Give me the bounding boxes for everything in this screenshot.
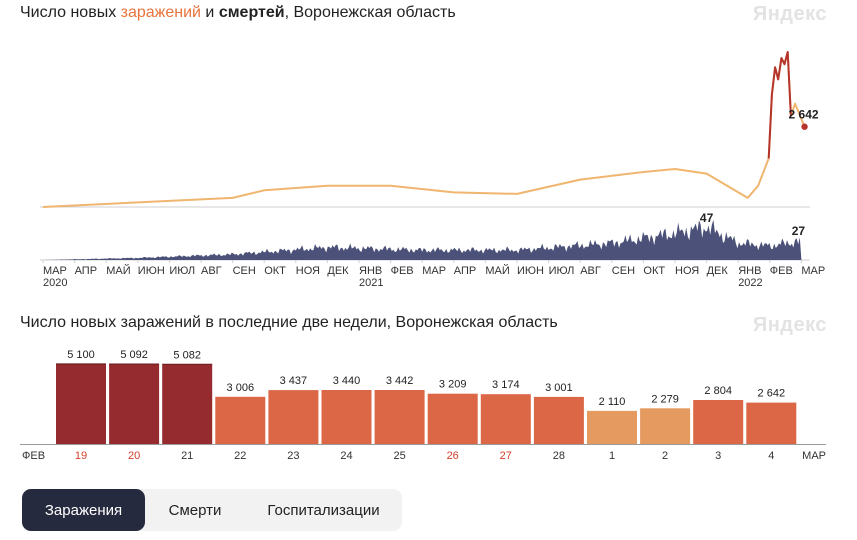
bar-2 [640, 408, 691, 444]
month-label-15: ИЮН [517, 265, 544, 277]
bar-day-label-28: 28 [553, 450, 565, 462]
year-label-2022: 2022 [738, 277, 762, 289]
charts-canvas: 2 642 47 27 МАР АПР МАЙ ИЮН ИЮЛ АВГ СЕН ОКТ НОЯ ДЕК Я… [20, 51, 826, 462]
bar-value-label-23: 3 437 [280, 375, 308, 387]
bar-28 [533, 396, 584, 444]
title-prefix: Число новых [20, 4, 121, 21]
month-label-6: СЕН [233, 265, 256, 277]
infections-peak-line [767, 51, 792, 159]
tab-infections[interactable]: Заражения [22, 489, 145, 531]
month-label-20: НОЯ [675, 265, 699, 277]
infections-last-point [801, 123, 808, 130]
bar-value-label-26: 3 209 [439, 379, 467, 391]
bar-day-label-23: 23 [287, 450, 299, 462]
month-label-16: ИЮЛ [549, 265, 575, 277]
bar-22 [215, 396, 266, 444]
month-label-7: ОКТ [264, 265, 286, 277]
bar-23 [268, 390, 319, 444]
bar-value-label-21: 5 082 [173, 349, 201, 361]
month-label-14: МАЙ [485, 264, 509, 277]
month-label-8: НОЯ [296, 265, 320, 277]
month-label-11: ФЕВ [391, 265, 414, 277]
bar-day-label-20: 20 [128, 450, 140, 462]
month-label-3: ИЮН [138, 265, 165, 277]
bar-24 [321, 390, 372, 444]
month-label-18: СЕН [612, 265, 635, 277]
deaths-peak-label: 47 [700, 211, 714, 225]
month-label-10: ЯНВ [359, 265, 382, 277]
bar-value-label-2: 2 279 [651, 393, 679, 405]
bar-day-label-2: 2 [662, 450, 668, 462]
bar-value-label-25: 3 442 [386, 375, 414, 387]
bar-25 [374, 390, 425, 444]
bar-day-label-22: 22 [234, 450, 246, 462]
month-label-0: МАР [43, 265, 67, 277]
month-label-17: АВГ [580, 265, 601, 277]
title-region: , Воронежская область [284, 4, 456, 21]
bar-right-month-label: МАР [802, 450, 826, 462]
tab-hospitalizations[interactable]: Госпитализации [267, 501, 380, 519]
bar-value-label-22: 3 006 [227, 382, 255, 394]
bar-27 [480, 394, 531, 444]
tab-deaths[interactable]: Смерти [168, 501, 222, 519]
bar-day-label-19: 19 [75, 450, 87, 462]
yandex-logo-bottom: Яндекс [752, 314, 827, 336]
month-label-24: МАР [801, 265, 825, 277]
month-label-23: ФЕВ [770, 265, 793, 277]
year-label-2021: 2021 [359, 277, 383, 289]
bar-day-label-3: 3 [715, 450, 721, 462]
bar-19 [56, 364, 106, 444]
bar-chart-title: Число новых заражений в последние две не… [20, 314, 558, 331]
month-label-22: ЯНВ [738, 265, 761, 277]
bar-26 [427, 393, 478, 444]
title-deaths-word: смертей [218, 4, 285, 21]
bar-3 [693, 400, 744, 444]
bar-value-label-3: 2 804 [704, 385, 732, 397]
bar-21 [162, 364, 213, 444]
bar-value-label-19: 5 100 [67, 349, 95, 361]
main-chart-title: Число новых заражений и смертей, Воронеж… [20, 4, 456, 22]
month-label-1: АПР [75, 265, 97, 277]
bar-1 [587, 410, 637, 444]
month-label-5: АВГ [201, 265, 222, 277]
deaths-area [43, 219, 802, 260]
infections-last-label: 2 642 [789, 108, 819, 122]
month-label-9: ДЕК [327, 265, 349, 277]
infections-line [42, 51, 806, 208]
month-label-13: АПР [454, 265, 476, 277]
metric-tabs: Заражения Смерти Госпитализации [22, 489, 402, 531]
month-label-12: МАР [422, 265, 446, 277]
bar-day-label-21: 21 [181, 450, 193, 462]
month-label-2: МАЙ [106, 264, 130, 277]
bar-value-label-24: 3 440 [333, 375, 361, 387]
year-label-2020: 2020 [43, 277, 67, 289]
month-label-4: ИЮЛ [169, 265, 195, 277]
bar-day-label-26: 26 [447, 450, 459, 462]
title-and: и [200, 4, 219, 21]
month-label-21: ДЕК [707, 265, 729, 277]
bar-day-label-25: 25 [393, 450, 405, 462]
bar-value-label-4: 2 642 [758, 388, 786, 400]
bar-value-label-27: 3 174 [492, 379, 520, 391]
bar-day-label-24: 24 [340, 450, 352, 462]
bar-left-month-label: ФЕВ [22, 450, 45, 462]
month-label-19: ОКТ [643, 265, 665, 277]
bar-value-label-1: 2 110 [599, 396, 626, 408]
deaths-last-label: 27 [792, 224, 806, 238]
bar-value-label-28: 3 001 [545, 382, 573, 394]
bar-day-label-1: 1 [609, 450, 615, 462]
bar-4 [746, 402, 797, 444]
bar-20 [109, 364, 160, 444]
bar-day-label-4: 4 [768, 450, 774, 462]
yandex-logo-top: Яндекс [752, 3, 827, 25]
bar-value-label-20: 5 092 [120, 349, 148, 361]
bar-day-label-27: 27 [500, 450, 512, 462]
title-infections-word: заражений [120, 4, 201, 21]
